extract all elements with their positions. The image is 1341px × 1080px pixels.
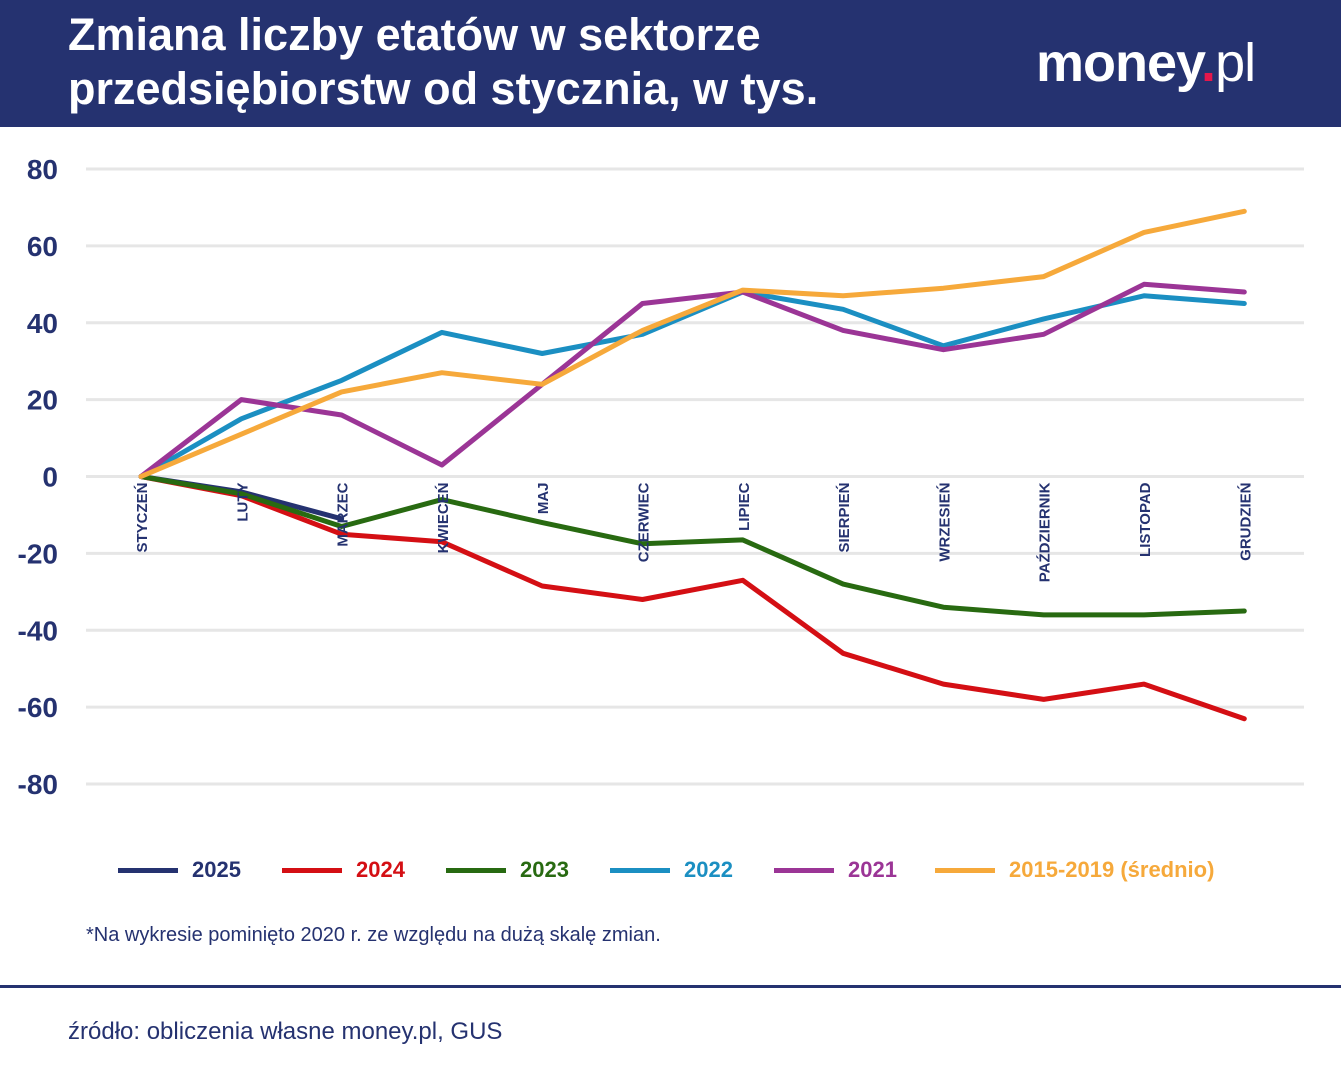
legend-swatch <box>774 867 834 873</box>
legend-swatch <box>935 867 995 873</box>
y-tick-label: -40 <box>18 615 58 646</box>
legend-item: 2021 <box>774 850 897 890</box>
x-tick-label: STYCZEŃ <box>134 483 151 553</box>
legend-item: 2023 <box>446 850 569 890</box>
series-line-2021 <box>138 281 1247 479</box>
y-tick-label: -60 <box>18 692 58 723</box>
y-tick-label: -80 <box>18 769 58 800</box>
x-tick-label: MARZEC <box>335 482 352 546</box>
legend-label: 2023 <box>520 857 569 882</box>
legend-swatch <box>446 867 506 873</box>
x-tick-label: PAŹDZIERNIK <box>1037 482 1054 582</box>
legend-item: 2025 <box>118 850 241 890</box>
chart-title-line-2: przedsiębiorstw od stycznia, w tys. <box>68 63 819 114</box>
legend-label: 2022 <box>684 857 733 882</box>
legend-label: 2021 <box>848 857 897 882</box>
legend-swatch <box>118 867 178 873</box>
x-tick-label: WRZESIEŃ <box>936 483 953 562</box>
chart-title: Zmiana liczby etatów w sektorze przedsię… <box>68 8 968 116</box>
x-tick-label: GRUDZIEŃ <box>1237 483 1254 561</box>
header-banner: Zmiana liczby etatów w sektorze przedsię… <box>0 0 1341 127</box>
source-note: źródło: obliczenia własne money.pl, GUS <box>68 1018 503 1045</box>
legend-swatch <box>610 867 670 873</box>
legend-item: 2024 <box>282 850 405 890</box>
y-tick-label: -20 <box>18 538 58 569</box>
x-tick-label: MAJ <box>535 483 552 515</box>
logo-suffix: pl <box>1215 33 1256 93</box>
chart-title-line-1: Zmiana liczby etatów w sektorze <box>68 9 761 60</box>
x-tick-label: LUTY <box>234 483 251 522</box>
x-tick-label: CZERWIEC <box>636 482 653 562</box>
grid-lines <box>86 167 1304 786</box>
legend-label: 2025 <box>192 857 241 882</box>
logo-dot: . <box>1201 33 1216 93</box>
y-tick-label: 40 <box>27 308 58 339</box>
legend-label: 2024 <box>356 857 405 882</box>
logo-main-text: money <box>1036 33 1202 93</box>
y-tick-label: 20 <box>27 385 58 416</box>
series-line-2023 <box>138 474 1247 618</box>
line-chart: 80 60 40 20 0 -20 -40 -60 -80 STYCZEŃ LUTY MARZEC K… <box>18 154 1304 800</box>
chart-footnote: *Na wykresie pominięto 2020 r. ze względ… <box>86 924 661 946</box>
legend-item: 2015-2019 (średnio) <box>935 850 1214 890</box>
money-pl-logo: money.pl <box>1036 28 1256 98</box>
series-line-2015-2019 (średnio) <box>138 208 1247 479</box>
y-tick-label: 80 <box>27 154 58 185</box>
x-tick-label: KWIECEŃ <box>435 483 452 554</box>
y-tick-label: 60 <box>27 231 58 262</box>
x-tick-label: LIPIEC <box>736 482 753 531</box>
series-line-2024 <box>138 474 1247 722</box>
x-tick-label: SIERPIEŃ <box>836 483 853 553</box>
chart-legend: 2025 2024 2023 2022 2021 2015-2019 (średnio) <box>0 850 1341 890</box>
series-lines <box>138 208 1247 722</box>
x-tick-label: LISTOPAD <box>1137 482 1154 557</box>
legend-item: 2022 <box>610 850 733 890</box>
y-axis-tick-labels: 80 60 40 20 0 -20 -40 -60 -80 <box>18 154 58 800</box>
x-axis-tick-labels: STYCZEŃ LUTY MARZEC KWIECEŃ MAJ CZERWIEC LIPIE… <box>134 482 1254 582</box>
series-line-2022 <box>138 289 1247 479</box>
y-tick-label: 0 <box>42 462 58 493</box>
legend-swatch <box>282 867 342 873</box>
footer-divider <box>0 985 1341 988</box>
legend-label: 2015-2019 (średnio) <box>1009 857 1215 882</box>
